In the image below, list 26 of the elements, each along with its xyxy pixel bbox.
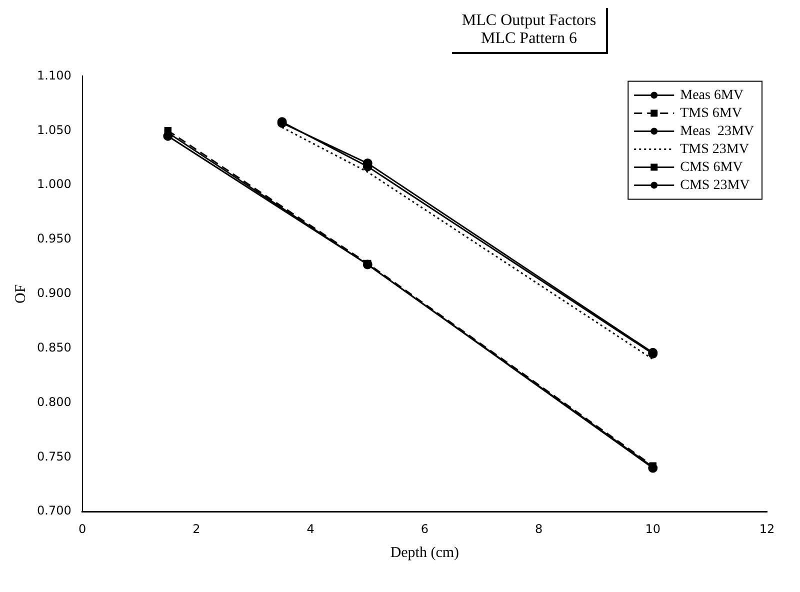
y-tick-label: 1.100 — [36, 68, 72, 82]
y-tick-label: 0.700 — [36, 504, 72, 518]
y-tick-label: 0.950 — [36, 232, 72, 246]
y-tick-label: 0.900 — [36, 286, 72, 300]
x-tick-label: 0 — [78, 522, 86, 536]
chart-subtitle: MLC Pattern 6 — [480, 30, 578, 48]
y-tick-label: 0.750 — [36, 449, 72, 464]
y-axis-title: OF — [12, 284, 29, 304]
y-tick-label: 0.800 — [36, 394, 72, 409]
y-tick-label: 1.050 — [36, 122, 72, 137]
legend-label: TMS 23MV — [680, 142, 749, 157]
x-axis-title: Depth (cm) — [390, 544, 460, 561]
x-tick-label: 12 — [759, 522, 775, 536]
x-tick-label: 6 — [420, 522, 428, 536]
legend-label: CMS 23MV — [680, 178, 750, 193]
x-tick-label: 10 — [645, 522, 661, 536]
x-tick-label: 4 — [306, 522, 314, 536]
y-tick-label: 1.000 — [36, 177, 72, 192]
chart-title: MLC Output Factors — [462, 12, 596, 30]
legend-label: TMS 6MV — [680, 106, 742, 121]
legend-label: CMS 6MV — [680, 160, 743, 175]
x-tick-label: 2 — [192, 522, 200, 536]
legend-label: Meas 23MV — [680, 124, 754, 139]
x-tick-label: 8 — [534, 522, 543, 536]
legend-label: Meas 6MV — [680, 88, 744, 103]
y-tick-label: 0.850 — [36, 340, 72, 354]
